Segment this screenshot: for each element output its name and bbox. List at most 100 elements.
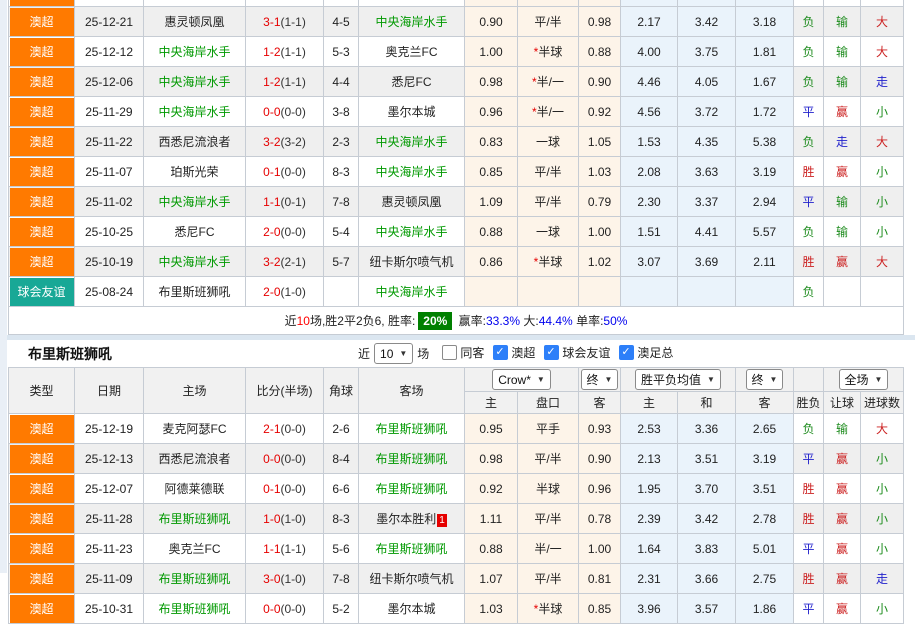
summary-stat-label: 赢率: [455, 314, 486, 328]
filter-checkbox[interactable]: 同客 [442, 344, 484, 361]
cell-away-team: 墨尔本城 [358, 593, 465, 624]
cell-eu-draw: 3.57 [677, 593, 736, 624]
away-team-name: 中央海岸水手 [375, 225, 448, 239]
halftime-score: (0-1) [280, 194, 306, 209]
sub-column-header: 胜负 [793, 391, 824, 414]
cell-away-team: 悉尼FC [358, 66, 465, 97]
recent-count-select[interactable]: 10 ▼ [374, 343, 414, 364]
cell-ah-line: 平/半 [517, 186, 579, 217]
chevron-down-icon: ▼ [536, 375, 545, 384]
cell-league: 澳超 [8, 126, 75, 157]
asterisk-mark: * [531, 75, 537, 89]
cell-league: 澳超 [8, 533, 75, 564]
odds-source-select[interactable]: 终 ▼ [580, 369, 619, 390]
cell-eu-draw [677, 276, 736, 307]
cell-corners: 4-4 [323, 66, 359, 97]
cell-date: 25-12-21 [74, 6, 144, 37]
cell-handicap-result: 输 [823, 186, 861, 217]
cell-eu-away: 1.72 [735, 96, 794, 127]
cell-goals-result [860, 276, 904, 307]
cell-eu-away: 1.81 [735, 36, 794, 67]
checkbox-unchecked-icon[interactable] [442, 345, 458, 360]
checkbox-checked-icon[interactable] [544, 345, 560, 360]
away-team-name: 布里斯班狮吼 [375, 422, 448, 436]
cell-ah-away: 0.98 [578, 6, 621, 37]
table-row: 澳超 25-12-06 中央海岸水手 1-2(1-1) 4-4 悉尼FC 0.98 *半/一 0… [8, 66, 904, 97]
fulltime-score: 0-0 [263, 451, 281, 466]
fulltime-score: 2-1 [263, 421, 281, 436]
select-value: 胜平负均值 [641, 373, 702, 387]
cell-eu-home: 2.17 [620, 6, 678, 37]
odds-source-select[interactable]: Crow* ▼ [492, 369, 551, 390]
fulltime-score: 1-1 [263, 194, 281, 209]
cell-home-team: 中央海岸水手 [143, 36, 246, 67]
filter-checkbox[interactable]: 球会友谊 [544, 344, 610, 361]
cell-eu-home: 1.95 [620, 473, 678, 504]
cell-ah-line: 平手 [517, 413, 579, 444]
cell-league: 澳超 [8, 156, 75, 187]
odds-source-select[interactable]: 胜平负均值 ▼ [635, 369, 721, 390]
fulltime-score: 0-1 [263, 481, 281, 496]
cell-eu-home [620, 276, 678, 307]
cell-ah-line: *半球 [517, 246, 579, 277]
cell-away-team: 布里斯班狮吼 [358, 533, 465, 564]
odds-source-select[interactable]: 终 ▼ [745, 369, 784, 390]
summary-middle: 场,胜2平2负6, 胜率: [309, 314, 416, 328]
games-label: 场 [417, 347, 430, 361]
column-header: 主场 [143, 367, 246, 414]
cell-home-team: 布里斯班狮吼 [143, 503, 246, 534]
cell-home-team: 布里斯班狮吼 [143, 563, 246, 594]
away-team-name: 中央海岸水手 [375, 15, 448, 29]
cell-away-team: 中央海岸水手 [358, 6, 465, 37]
cell-handicap-result: 输 [823, 413, 861, 444]
cell-eu-away: 3.19 [735, 443, 794, 474]
cell-score: 3-2(3-2) [245, 126, 324, 157]
cell-ah-home: 0.95 [464, 413, 518, 444]
select-value: 终 [586, 373, 599, 387]
cell-away-team: 布里斯班狮吼 [358, 443, 465, 474]
filter-checkbox[interactable]: 澳超 [493, 344, 535, 361]
away-team-name: 布里斯班狮吼 [375, 542, 448, 556]
table-row: 澳超 25-11-02 中央海岸水手 1-1(0-1) 7-8 惠灵顿凤凰 1.09 平/半 0… [8, 186, 904, 217]
odds-source-header: 终 ▼ [735, 367, 794, 392]
cell-home-team: 中央海岸水手 [143, 96, 246, 127]
filter-checkbox[interactable]: 澳足总 [619, 344, 673, 361]
cell-corners: 5-2 [323, 593, 359, 624]
away-team-name: 墨尔本城 [387, 602, 436, 616]
cell-wdl-result: 平 [793, 96, 824, 127]
halftime-score: (0-0) [280, 421, 306, 436]
cell-ah-away: 0.85 [578, 593, 621, 624]
cell-league: 澳超 [8, 6, 75, 37]
cell-ah-away [578, 276, 621, 307]
cell-eu-draw: 3.75 [677, 36, 736, 67]
cell-ah-away: 0.92 [578, 96, 621, 127]
summary-count: 10 [296, 314, 310, 328]
cell-goals-result: 走 [860, 563, 904, 594]
cell-score: 0-0(0-0) [245, 443, 324, 474]
cell-eu-away: 2.78 [735, 503, 794, 534]
odds-source-select[interactable]: 全场 ▼ [838, 369, 889, 390]
sub-column-header: 盘口 [517, 391, 579, 414]
checkbox-checked-icon[interactable] [619, 345, 635, 360]
halftime-score: (1-0) [280, 284, 306, 299]
checkbox-checked-icon[interactable] [493, 345, 509, 360]
cell-ah-home: 0.98 [464, 443, 518, 474]
cell-league: 澳超 [8, 593, 75, 624]
cell-eu-draw: 3.72 [677, 96, 736, 127]
sub-column-header: 让球 [823, 391, 861, 414]
cell-handicap-result: 输 [823, 66, 861, 97]
chevron-down-icon: ▼ [707, 375, 715, 384]
cell-eu-away: 2.94 [735, 186, 794, 217]
cell-corners [323, 276, 359, 307]
cell-date: 25-08-24 [74, 276, 144, 307]
cell-away-team: 惠灵顿凤凰 [358, 186, 465, 217]
asterisk-mark: * [533, 602, 539, 616]
cell-home-team: 阿德莱德联 [143, 473, 246, 504]
halftime-score: (0-0) [280, 481, 306, 496]
cell-league: 澳超 [8, 96, 75, 127]
cell-ah-line: 平/半 [517, 6, 579, 37]
cell-score: 1-0(1-0) [245, 503, 324, 534]
cell-ah-home: 0.85 [464, 156, 518, 187]
table-row: 澳超 25-12-07 阿德莱德联 0-1(0-0) 6-6 布里斯班狮吼 0.92 半球 0.… [8, 473, 904, 504]
cell-eu-away: 5.01 [735, 533, 794, 564]
